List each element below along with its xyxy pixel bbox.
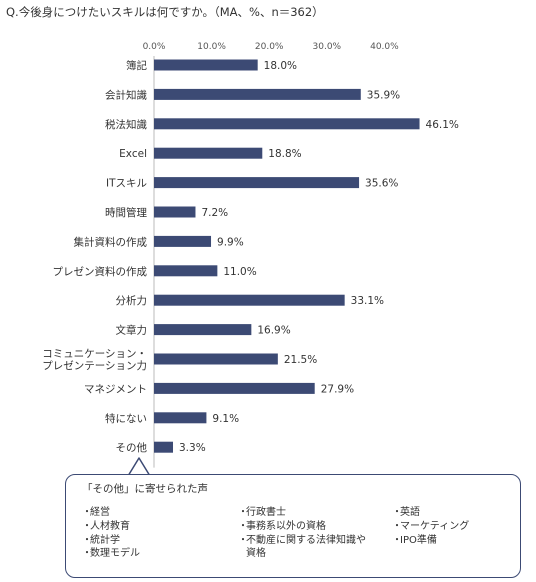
bar bbox=[154, 382, 315, 394]
others-item: ・数理モデル bbox=[82, 547, 140, 561]
value-label: 18.8% bbox=[268, 148, 301, 160]
bar bbox=[154, 118, 420, 130]
value-label: 9.1% bbox=[212, 413, 239, 425]
bullet-icon: ・ bbox=[82, 520, 92, 532]
bar bbox=[154, 412, 207, 424]
others-item: ・不動産に関する法律知識や 資格 bbox=[238, 534, 366, 562]
bar bbox=[154, 88, 361, 100]
bar bbox=[154, 235, 212, 247]
category-label: 分析力 bbox=[116, 294, 148, 307]
question-title: Q.今後身につけたいスキルは何ですか。（MA、%、n＝362） bbox=[6, 5, 324, 19]
bar bbox=[154, 206, 196, 218]
value-label: 21.5% bbox=[284, 354, 317, 366]
category-label: Excel bbox=[119, 148, 147, 160]
others-callout-box: 「その他」に寄せられた声 ・経営 ・人材教育 ・統計学 ・数理モデル ・行政書士 ・事務… bbox=[65, 474, 521, 578]
x-tick-label: 20.0% bbox=[255, 42, 284, 52]
bar bbox=[154, 353, 278, 365]
category-label: 会計知識 bbox=[105, 88, 147, 101]
x-tick-label: 0.0% bbox=[143, 42, 166, 52]
bullet-icon: ・ bbox=[238, 507, 248, 518]
bar bbox=[154, 59, 258, 71]
others-item-text: マーケティング bbox=[400, 520, 470, 532]
others-item: ・行政書士 bbox=[238, 506, 366, 520]
x-tick-label: 30.0% bbox=[313, 42, 342, 52]
bullet-icon: ・ bbox=[238, 520, 248, 532]
value-label: 35.9% bbox=[367, 89, 400, 101]
category-label: その他 bbox=[116, 441, 148, 454]
others-item: ・経営 bbox=[82, 506, 140, 520]
category-label: 特にない bbox=[105, 413, 147, 425]
others-item: ・人材教育 bbox=[82, 520, 140, 534]
others-item-text: 統計学 bbox=[90, 534, 120, 546]
x-tick-label: 10.0% bbox=[197, 42, 226, 52]
value-label: 11.0% bbox=[223, 266, 256, 278]
bullet-icon: ・ bbox=[238, 534, 248, 546]
category-label: プレゼン資料の作成 bbox=[53, 265, 148, 278]
bullet-icon: ・ bbox=[82, 534, 92, 546]
bullet-icon: ・ bbox=[392, 507, 402, 518]
x-tick-label: 40.0% bbox=[370, 42, 399, 52]
bar bbox=[154, 265, 218, 277]
bullet-icon: ・ bbox=[82, 548, 92, 560]
others-item-text: 英語 bbox=[400, 507, 420, 518]
bullet-icon: ・ bbox=[82, 507, 92, 518]
others-item-text: 事務系以外の資格 bbox=[246, 520, 326, 532]
value-label: 33.1% bbox=[351, 295, 384, 307]
others-column-3: ・英語 ・マーケティング ・IPO準備 bbox=[392, 506, 469, 547]
value-labels: 18.0% 35.9% 46.1% 18.8% 35.6% 7.2% 9.9% 11.0% 33… bbox=[179, 60, 459, 454]
bar bbox=[154, 177, 360, 189]
category-label: 文章力 bbox=[116, 324, 148, 337]
others-item-text: IPO準備 bbox=[400, 534, 437, 546]
category-label: 簿記 bbox=[126, 59, 147, 72]
category-label: コミュニケーション・プレゼンテーション力 bbox=[42, 348, 147, 372]
value-label: 16.9% bbox=[257, 325, 290, 337]
others-item: ・マーケティング bbox=[392, 520, 469, 534]
bullet-icon: ・ bbox=[392, 534, 402, 546]
others-item-text: 経営 bbox=[90, 507, 110, 518]
category-label: 税法知識 bbox=[105, 118, 147, 131]
others-item: ・統計学 bbox=[82, 534, 140, 548]
bar bbox=[154, 147, 263, 159]
others-item-text: 人材教育 bbox=[90, 520, 130, 532]
bar bbox=[154, 441, 174, 453]
others-column-1: ・経営 ・人材教育 ・統計学 ・数理モデル bbox=[82, 506, 140, 561]
category-label: 時間管理 bbox=[105, 206, 147, 219]
others-item-text: 数理モデル bbox=[90, 548, 140, 560]
others-item-text: 行政書士 bbox=[246, 507, 286, 518]
callout-tail bbox=[127, 457, 151, 477]
value-label: 27.9% bbox=[321, 383, 354, 395]
value-label: 18.0% bbox=[264, 60, 297, 72]
bar bbox=[154, 324, 252, 336]
others-item: ・IPO準備 bbox=[392, 534, 469, 548]
value-label: 35.6% bbox=[365, 178, 398, 190]
others-title: 「その他」に寄せられた声 bbox=[82, 483, 208, 495]
others-item: ・事務系以外の資格 bbox=[238, 520, 366, 534]
bar bbox=[154, 294, 345, 306]
category-label: 集計資料の作成 bbox=[74, 235, 148, 248]
value-label: 3.3% bbox=[179, 442, 206, 454]
value-label: 46.1% bbox=[426, 119, 459, 131]
value-label: 7.2% bbox=[201, 207, 228, 219]
category-label: マネジメント bbox=[84, 383, 147, 395]
bars bbox=[154, 59, 420, 453]
others-column-2: ・行政書士 ・事務系以外の資格 ・不動産に関する法律知識や 資格 bbox=[238, 506, 366, 561]
bullet-icon: ・ bbox=[392, 520, 402, 532]
others-item: ・英語 bbox=[392, 506, 469, 520]
category-label: ITスキル bbox=[106, 178, 147, 190]
value-label: 9.9% bbox=[217, 236, 244, 248]
others-item-text: 不動産に関する法律知識や 資格 bbox=[246, 534, 366, 560]
